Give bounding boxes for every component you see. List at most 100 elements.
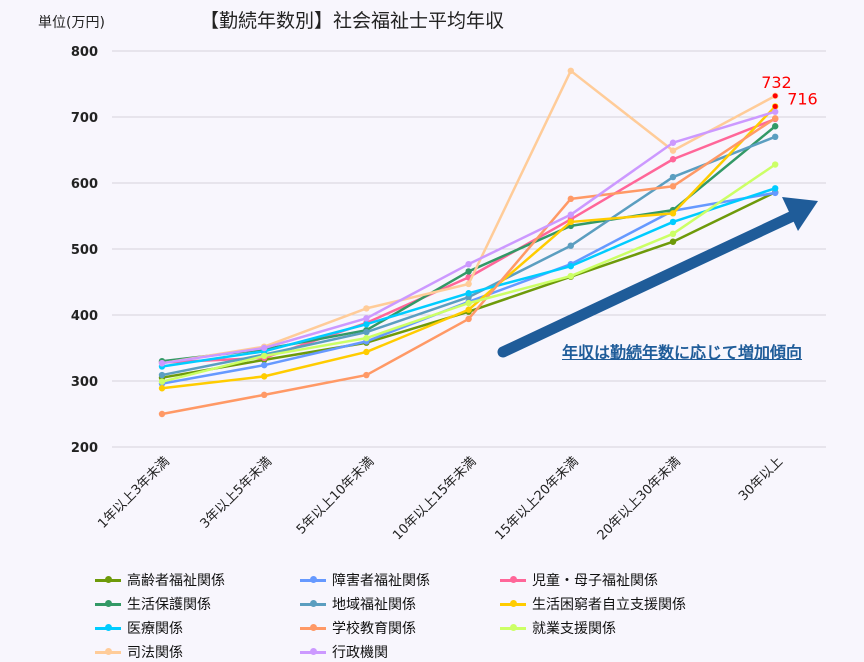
- data-point: [772, 161, 779, 168]
- y-tick-label: 500: [71, 243, 98, 258]
- x-tick-label: 5年以上10年未満: [294, 454, 377, 537]
- legend-item: 学校教育関係: [300, 618, 500, 638]
- x-tick-label: 20年以上30年未満: [595, 454, 684, 543]
- data-point: [363, 371, 370, 379]
- data-point: [772, 133, 779, 140]
- data-point: [261, 352, 268, 360]
- y-tick-label: 300: [71, 375, 98, 390]
- data-point: [158, 385, 166, 392]
- legend-label: 医療関係: [127, 621, 183, 637]
- data-point: [669, 147, 677, 154]
- data-point: [669, 210, 677, 217]
- legend-swatch-icon: [300, 624, 326, 631]
- legend-item: 児童・母子福祉関係: [500, 570, 760, 590]
- data-point: [669, 156, 677, 163]
- legend-label: 司法関係: [127, 645, 183, 661]
- y-tick-label: 800: [71, 45, 98, 60]
- legend-item: 司法関係: [95, 642, 300, 662]
- y-tick-label: 700: [71, 111, 98, 126]
- chart-title: 【勤続年数別】社会福祉士平均年収: [200, 10, 505, 32]
- data-point: [772, 185, 779, 192]
- data-point: [465, 268, 472, 275]
- annotation-marker: [772, 103, 778, 109]
- data-point: [363, 321, 370, 328]
- legend-swatch-icon: [500, 576, 526, 583]
- trend-annotation: 年収は勤続年数に応じて増加傾向: [562, 343, 803, 362]
- legend-item: 地域福祉関係: [300, 594, 500, 614]
- data-point: [465, 260, 472, 268]
- data-point: [567, 67, 574, 75]
- data-point: [158, 371, 166, 379]
- x-tick-label: 30年以上: [736, 454, 786, 504]
- legend-label: 生活困窮者自立支援関係: [532, 597, 686, 613]
- data-point: [158, 378, 166, 385]
- trend-arrow-shaft: [497, 209, 801, 358]
- data-point: [363, 315, 370, 322]
- chart-legend: 高齢者福祉関係 障害者福祉関係 児童・母子福祉関係生活保護関係 地域福祉関係 生活困窮者…: [95, 570, 795, 662]
- x-tick-label: 15年以上20年未満: [492, 454, 581, 543]
- y-tick-label: 600: [71, 177, 98, 192]
- data-point: [669, 218, 677, 226]
- data-point: [567, 211, 574, 218]
- data-point: [669, 183, 677, 190]
- legend-swatch-icon: [500, 600, 526, 607]
- data-point: [772, 115, 779, 122]
- x-tick-label: 3年以上5年未満: [198, 454, 275, 531]
- legend-swatch-icon: [95, 600, 121, 607]
- data-point: [363, 334, 370, 342]
- data-point: [465, 306, 472, 313]
- legend-label: 行政機関: [332, 645, 388, 661]
- data-point: [567, 218, 574, 226]
- data-point: [669, 238, 677, 245]
- legend-swatch-icon: [95, 648, 121, 655]
- data-point: [261, 391, 268, 399]
- series-line-生活保護関係: [161, 125, 776, 363]
- data-point: [772, 108, 779, 115]
- data-point: [363, 348, 370, 356]
- data-point: [567, 262, 574, 270]
- data-point: [772, 189, 779, 197]
- legend-item: 就業支援関係: [500, 618, 760, 638]
- y-axis-unit-label: 単位(万円): [38, 15, 105, 31]
- data-point: [158, 359, 166, 367]
- data-point: [465, 315, 472, 323]
- legend-swatch-icon: [300, 648, 326, 655]
- x-tick-label: 1年以上3年未満: [95, 454, 172, 531]
- data-point: [158, 410, 166, 418]
- series-line-児童・母子福祉関係: [161, 117, 776, 364]
- data-point: [465, 290, 472, 297]
- legend-item: 生活保護関係: [95, 594, 300, 614]
- data-point: [669, 230, 677, 238]
- y-tick-label: 200: [71, 441, 98, 456]
- legend-item: 医療関係: [95, 618, 300, 638]
- legend-swatch-icon: [300, 600, 326, 607]
- x-tick-label: 10年以上15年未満: [390, 454, 479, 543]
- y-tick-label: 400: [71, 309, 98, 324]
- line-chart: 200 300 400 500 600 700 800 1年以上3年未満 3年以上5年未満 5年以…: [71, 45, 826, 543]
- legend-item: 生活困窮者自立支援関係: [500, 594, 760, 614]
- data-point: [567, 242, 574, 249]
- legend-swatch-icon: [95, 624, 121, 631]
- legend-swatch-icon: [300, 576, 326, 583]
- data-point: [772, 123, 779, 130]
- data-point: [261, 344, 268, 352]
- legend-label: 地域福祉関係: [332, 597, 416, 613]
- legend-item: 障害者福祉関係: [300, 570, 500, 590]
- data-point: [261, 373, 268, 380]
- data-point: [261, 361, 268, 369]
- data-point: [363, 328, 370, 336]
- data-point: [669, 139, 677, 146]
- data-point: [567, 272, 574, 280]
- legend-label: 障害者福祉関係: [332, 573, 430, 589]
- data-point: [669, 173, 677, 181]
- legend-label: 生活保護関係: [127, 597, 211, 613]
- legend-item: 行政機関: [300, 642, 500, 662]
- data-point: [363, 305, 370, 312]
- legend-swatch-icon: [95, 576, 121, 583]
- annotation-label-716: 716: [787, 89, 818, 108]
- legend-label: 学校教育関係: [332, 621, 416, 637]
- legend-label: 児童・母子福祉関係: [532, 573, 658, 589]
- data-point: [567, 195, 574, 203]
- annotation-label-732: 732: [761, 73, 792, 92]
- legend-item: 高齢者福祉関係: [95, 570, 300, 590]
